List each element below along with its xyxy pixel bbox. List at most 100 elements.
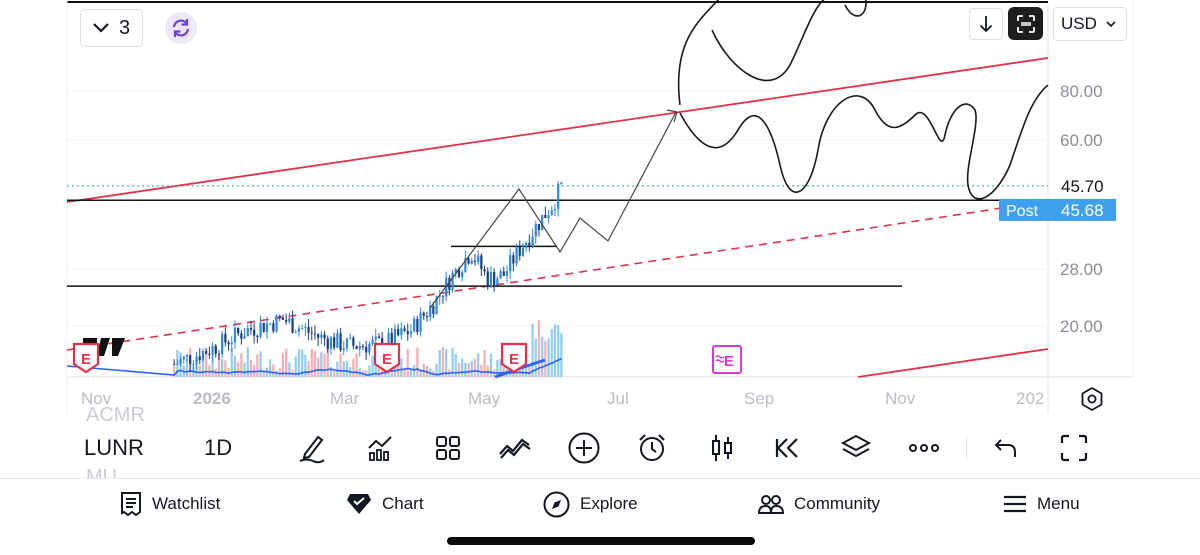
volume-bar — [278, 368, 281, 377]
watchlist-peek: ACMR MU — [86, 406, 206, 480]
volume-bar — [317, 357, 320, 377]
candle-body — [320, 334, 323, 338]
chart-area[interactable]: 80.00 60.00 28.00 20.00 Nov 2026 Mar May Jul Sep N… — [0, 0, 1200, 412]
freehand-lower — [679, 84, 1049, 200]
volume-bar — [294, 356, 297, 377]
y-tick-label: 60.00 — [1060, 131, 1103, 150]
nav-community[interactable]: Community — [758, 491, 880, 517]
volume-bar — [342, 361, 345, 377]
candle-body — [515, 246, 518, 264]
volume-bar — [326, 347, 329, 377]
fullscreen-button[interactable] — [1056, 430, 1092, 466]
scroll-down-button[interactable] — [969, 8, 1003, 40]
post-price-label: 45.68 — [1061, 201, 1104, 220]
earnings-marker[interactable]: E — [500, 342, 528, 374]
candle-body — [246, 328, 249, 336]
candle-body — [419, 312, 422, 333]
replay-button[interactable] — [770, 430, 806, 466]
volume-bar — [438, 350, 441, 377]
volume-bar — [457, 363, 461, 377]
nav-watchlist-label: Watchlist — [152, 494, 221, 513]
price-chart[interactable]: 80.00 60.00 28.00 20.00 Nov 2026 Mar May Jul Sep N… — [0, 0, 1200, 412]
volume-bar — [416, 347, 419, 377]
upcoming-earnings-marker[interactable]: E — [712, 345, 742, 374]
alert-button[interactable] — [634, 430, 670, 466]
layout-button[interactable]: 3 — [80, 9, 143, 47]
candle-body — [304, 327, 307, 329]
candle-body — [285, 319, 288, 322]
volume-bar — [464, 362, 467, 377]
candle-body — [189, 355, 192, 364]
candle-body — [454, 268, 457, 273]
indicators-button[interactable] — [362, 430, 398, 466]
candle-body — [483, 269, 486, 272]
nav-explore[interactable]: Explore — [543, 491, 638, 517]
freehand-drawings[interactable] — [429, 0, 1049, 309]
undo-icon — [994, 439, 1016, 457]
earnings-marker[interactable]: E — [373, 342, 401, 374]
candle-body — [182, 356, 185, 360]
candle-body — [221, 333, 224, 355]
pen-tool-button[interactable] — [294, 430, 330, 466]
candle-body — [233, 327, 237, 343]
community-icon — [758, 495, 784, 514]
candle-body — [355, 345, 358, 349]
nav-watchlist[interactable]: Watchlist — [120, 491, 220, 517]
candle-body — [262, 322, 265, 332]
candle-body — [317, 334, 320, 338]
candle-body — [272, 323, 275, 332]
home-indicator — [447, 537, 755, 545]
candle-body — [560, 182, 563, 184]
templates-button[interactable] — [430, 430, 466, 466]
volume-bar — [195, 364, 198, 377]
layers-button[interactable] — [838, 430, 874, 466]
add-button[interactable] — [566, 430, 602, 466]
more-button[interactable] — [906, 430, 942, 466]
candle-body — [432, 306, 435, 315]
y-tick-label: 80.00 — [1060, 82, 1103, 101]
volume-bar — [377, 365, 381, 377]
arrow-down-icon — [979, 16, 993, 33]
chart-type-button[interactable] — [704, 430, 740, 466]
volume-bar — [489, 353, 493, 377]
projection-path — [429, 111, 677, 309]
candle-body — [265, 323, 269, 332]
interval-selector[interactable]: 1D — [204, 435, 233, 460]
candle-body — [195, 356, 198, 364]
scale-settings-icon[interactable] — [1078, 385, 1106, 413]
symbol-selector[interactable]: LUNR — [84, 435, 144, 460]
upcoming-earnings-label: E — [724, 353, 734, 370]
currency-label: USD — [1061, 14, 1097, 33]
earnings-marker[interactable]: E — [72, 342, 100, 374]
nav-menu[interactable]: Menu — [1003, 491, 1080, 517]
volume-bar — [221, 359, 224, 377]
volume-bar — [499, 359, 502, 377]
fullscreen-icon — [1060, 434, 1088, 462]
candle-body — [243, 335, 246, 339]
candle-body — [416, 318, 419, 333]
candle-body — [291, 318, 294, 333]
sync-button[interactable] — [165, 12, 197, 44]
candle-body — [365, 346, 368, 353]
candle-body — [493, 271, 496, 286]
candle-body — [179, 359, 182, 364]
drawings-button[interactable] — [497, 430, 533, 466]
candle-body — [249, 328, 253, 330]
candle-body — [397, 328, 400, 336]
volume-bar — [275, 370, 278, 377]
crosshair-toggle-button[interactable] — [1008, 7, 1043, 40]
nav-chart[interactable]: Chart — [346, 491, 424, 517]
undo-button[interactable] — [988, 430, 1024, 466]
volume-bar — [496, 360, 499, 377]
earnings-marker-label: E — [509, 351, 519, 368]
last-price-label: 45.70 — [1061, 177, 1104, 196]
peek-symbol-next: MU — [86, 466, 118, 480]
currency-select[interactable]: USD — [1053, 7, 1127, 41]
candle-body — [275, 315, 278, 332]
candle-body — [192, 363, 195, 365]
candle-body — [403, 328, 406, 332]
post-price-bg — [1048, 198, 1116, 221]
x-tick-label: Mar — [330, 389, 360, 408]
nav-chart-label: Chart — [382, 494, 424, 513]
